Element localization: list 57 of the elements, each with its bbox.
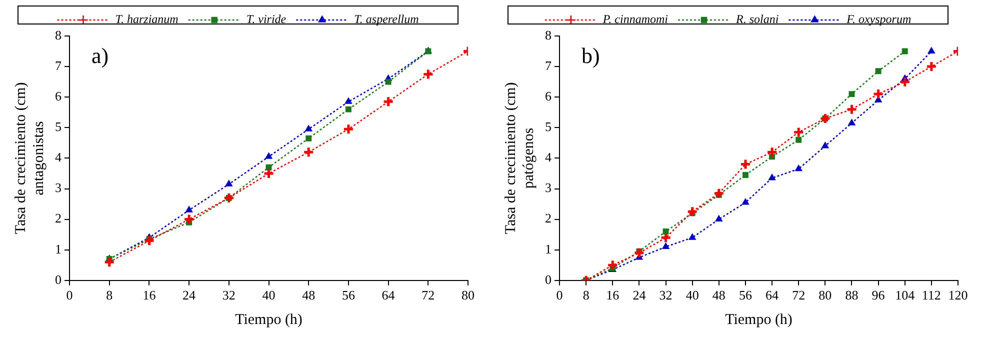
legend-label: T. asperellum <box>354 12 420 26</box>
x-axis-title: Tiempo (h) <box>725 312 792 328</box>
x-tick-label: 64 <box>766 288 780 303</box>
x-tick-label: 80 <box>818 288 832 303</box>
x-axis-title: Tiempo (h) <box>235 312 302 328</box>
y-tick-label: 7 <box>545 58 552 73</box>
y-tick-label: 8 <box>55 27 62 42</box>
legend-label: R. solani <box>735 12 779 26</box>
y-tick-label: 5 <box>545 119 552 134</box>
x-tick-label: 8 <box>106 288 113 303</box>
x-tick-label: 16 <box>142 288 156 303</box>
legend-label: P. cinnamomi <box>602 12 668 26</box>
x-tick-label: 72 <box>792 288 806 303</box>
y-tick-label: 0 <box>545 272 552 287</box>
y-tick-label: 2 <box>545 210 552 226</box>
x-tick-label: 72 <box>422 288 435 303</box>
x-tick-label: 0 <box>556 288 563 303</box>
legend-label: F. oxysporum <box>846 12 912 26</box>
y-axis-title: Tasa de crecimiento (cm) patógenos <box>502 82 537 234</box>
y-tick-label: 1 <box>545 241 552 256</box>
x-tick-label: 16 <box>606 288 620 303</box>
x-tick-label: 64 <box>382 288 396 303</box>
y-axis-title: Tasa de crecimiento (cm) antagonistas <box>12 82 47 234</box>
y-tick-label: 5 <box>55 119 62 134</box>
x-tick-label: 32 <box>222 288 236 303</box>
x-tick-label: 32 <box>659 288 672 303</box>
x-tick-label: 24 <box>182 288 196 303</box>
y-tick-label: 1 <box>55 241 62 256</box>
x-tick-label: 40 <box>262 288 276 303</box>
y-tick-label: 6 <box>55 88 62 104</box>
x-tick-label: 56 <box>738 288 752 303</box>
x-tick-label: 24 <box>632 288 646 303</box>
x-tick-label: 80 <box>462 288 474 303</box>
x-tick-label: 40 <box>686 288 699 303</box>
x-tick-label: 48 <box>302 288 316 303</box>
y-tick-label: 4 <box>55 150 62 165</box>
y-tick-label: 3 <box>545 180 552 196</box>
y-tick-label: 4 <box>545 150 552 165</box>
legend-label: T. harzianum <box>115 12 179 26</box>
y-tick-label: 7 <box>55 58 62 73</box>
x-tick-label: 56 <box>342 288 356 303</box>
x-tick-label: 88 <box>845 288 858 303</box>
x-tick-label: 48 <box>712 288 726 303</box>
legend-label: T. viride <box>246 12 287 26</box>
x-tick-label: 120 <box>948 288 968 303</box>
y-tick-label: 3 <box>55 180 62 196</box>
x-tick-label: 112 <box>922 288 941 303</box>
annotation: a) <box>92 42 109 68</box>
y-tick-label: 0 <box>55 272 62 287</box>
x-tick-label: 104 <box>895 288 916 303</box>
y-tick-label: 8 <box>545 27 552 42</box>
y-tick-label: 2 <box>55 210 62 226</box>
x-tick-label: 8 <box>582 288 590 303</box>
x-tick-label: 96 <box>872 288 886 303</box>
x-tick-label: 0 <box>66 288 73 303</box>
y-tick-label: 6 <box>545 88 552 104</box>
annotation: b) <box>582 42 600 68</box>
